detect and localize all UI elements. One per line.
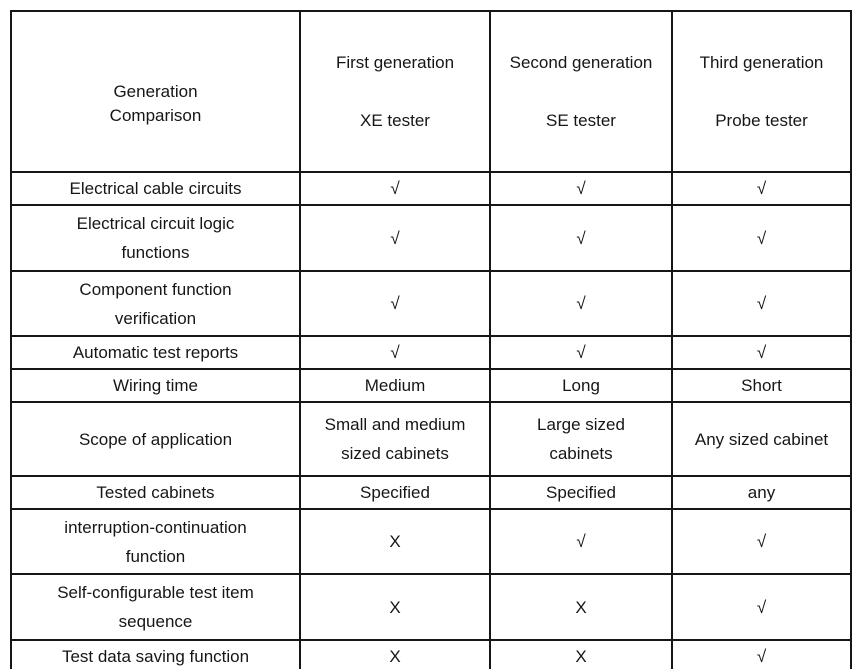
tester-name: SE tester xyxy=(546,111,616,130)
cell-value: √ xyxy=(489,508,673,575)
table-row: Scope of application Small and medium si… xyxy=(10,401,852,477)
generation-comparison-table: Generation Comparison First generation X… xyxy=(10,10,852,669)
column-header-second-generation: Second generation SE tester xyxy=(489,10,673,173)
cell-value: √ xyxy=(671,508,852,575)
column-header-third-generation: Third generation Probe tester xyxy=(671,10,852,173)
cell-value: √ xyxy=(671,335,852,370)
cell-value: √ xyxy=(299,270,491,337)
cell-value: X xyxy=(299,573,491,641)
table-row: Test data saving function X X √ xyxy=(10,639,852,669)
column-header-content: Third generation Probe tester xyxy=(679,42,844,141)
table-row: Self-configurable test item sequence X X… xyxy=(10,573,852,641)
table-row: Automatic test reports √ √ √ xyxy=(10,335,852,370)
cell-value: √ xyxy=(671,639,852,669)
table-row: interruption-continuation function X √ √ xyxy=(10,508,852,575)
cell-value: X xyxy=(299,639,491,669)
tester-name: XE tester xyxy=(360,111,430,130)
cell-value: √ xyxy=(489,335,673,370)
cell-value: X xyxy=(489,573,673,641)
corner-line1: Generation xyxy=(113,82,198,101)
cell-value: any xyxy=(671,475,852,510)
cell-value: Any sized cabinet xyxy=(671,401,852,477)
cell-value: Large sized cabinets xyxy=(489,401,673,477)
cell-value: Short xyxy=(671,368,852,403)
cell-value: √ xyxy=(299,335,491,370)
header-row: Generation Comparison First generation X… xyxy=(10,10,852,173)
generation-name: First generation xyxy=(335,53,455,72)
corner-line2: Comparison xyxy=(109,106,202,125)
row-label: interruption-continuation function xyxy=(10,508,301,575)
cell-value: √ xyxy=(671,573,852,641)
row-label: Electrical cable circuits xyxy=(10,171,301,206)
tester-name: Probe tester xyxy=(715,111,808,130)
table-row: Tested cabinets Specified Specified any xyxy=(10,475,852,510)
generation-name: Second generation xyxy=(509,53,653,72)
corner-header-cell: Generation Comparison xyxy=(10,10,301,173)
cell-value: √ xyxy=(489,171,673,206)
table-row: Electrical circuit logic functions √ √ √ xyxy=(10,204,852,272)
row-label: Self-configurable test item sequence xyxy=(10,573,301,641)
row-label: Wiring time xyxy=(10,368,301,403)
row-label: Tested cabinets xyxy=(10,475,301,510)
table-row: Component function verification √ √ √ xyxy=(10,270,852,337)
row-label: Electrical circuit logic functions xyxy=(10,204,301,272)
cell-value: Medium xyxy=(299,368,491,403)
cell-value: Small and medium sized cabinets xyxy=(299,401,491,477)
column-header-first-generation: First generation XE tester xyxy=(299,10,491,173)
cell-value: √ xyxy=(299,204,491,272)
table-row: Electrical cable circuits √ √ √ xyxy=(10,171,852,206)
column-header-content: Second generation SE tester xyxy=(497,42,665,141)
cell-value: √ xyxy=(671,270,852,337)
cell-value: Specified xyxy=(489,475,673,510)
cell-value: √ xyxy=(489,270,673,337)
cell-value: Long xyxy=(489,368,673,403)
cell-value: √ xyxy=(299,171,491,206)
column-header-content: First generation XE tester xyxy=(307,42,483,141)
row-label: Component function verification xyxy=(10,270,301,337)
cell-value: √ xyxy=(671,204,852,272)
generation-name: Third generation xyxy=(699,53,824,72)
row-label: Test data saving function xyxy=(10,639,301,669)
corner-header: Generation Comparison xyxy=(18,42,293,141)
cell-value: X xyxy=(299,508,491,575)
cell-value: X xyxy=(489,639,673,669)
cell-value: √ xyxy=(489,204,673,272)
table-row: Wiring time Medium Long Short xyxy=(10,368,852,403)
row-label: Automatic test reports xyxy=(10,335,301,370)
cell-value: Specified xyxy=(299,475,491,510)
cell-value: √ xyxy=(671,171,852,206)
row-label: Scope of application xyxy=(10,401,301,477)
